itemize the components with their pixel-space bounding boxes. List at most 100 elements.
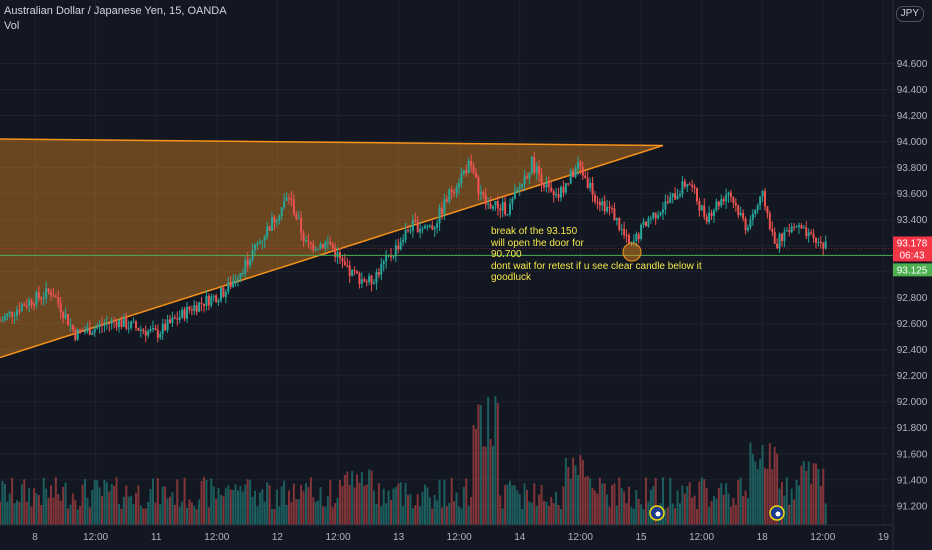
candle-body [411, 220, 414, 231]
candle-body [370, 275, 373, 284]
candle-body [635, 233, 638, 241]
candle-body [326, 241, 329, 243]
candle-body [125, 317, 128, 329]
candle-body [120, 320, 123, 327]
price-tag-bg [893, 263, 932, 277]
volume-bar [705, 488, 708, 525]
currency-badge[interactable]: JPY [895, 6, 924, 22]
volume-indicator-label[interactable]: Vol [4, 20, 20, 32]
price-tick-label: 93.600 [897, 189, 928, 200]
candle-body [610, 208, 613, 210]
candle-body [88, 327, 91, 335]
candle-body [479, 192, 482, 194]
candle-body [64, 314, 67, 318]
event-flag-dot [655, 511, 661, 517]
candle-body [147, 331, 150, 336]
volume-bar [632, 508, 635, 525]
volume-bar [766, 468, 769, 525]
volume-bar [785, 477, 788, 525]
candle-body [321, 244, 324, 248]
volume-bar [360, 472, 363, 525]
candle-body [103, 324, 106, 326]
volume-bar [49, 485, 52, 525]
volume-bar [428, 497, 431, 525]
candle-body [785, 230, 788, 232]
volume-bar [15, 500, 18, 525]
volume-bar [198, 499, 201, 525]
candle-body [462, 170, 465, 174]
volume-bar [423, 484, 426, 525]
candle-body [562, 186, 565, 193]
time-axis[interactable]: 8 12:00 11 12:00 12 12:00 13 12:00 14 12:00 15 12:0… [0, 524, 893, 543]
candle-body [443, 199, 446, 215]
annotation-line: goodluck [491, 272, 532, 283]
candle-body [589, 182, 592, 188]
candle-body [715, 201, 718, 211]
price-tick-label: 94.600 [897, 59, 928, 70]
time-tick-label: 13 [393, 532, 405, 543]
candle-body [348, 265, 351, 276]
candle-body [734, 202, 737, 206]
volume-bar [569, 478, 572, 525]
volume-bar [649, 489, 652, 525]
candle-body [499, 208, 502, 211]
candle-body [161, 323, 164, 334]
volume-bar [725, 483, 728, 525]
volume-bar [523, 483, 526, 525]
candle-body [795, 226, 798, 228]
candle-body [593, 194, 596, 202]
volume-bar [144, 508, 147, 525]
candle-body [501, 201, 504, 211]
volume-bar [644, 477, 647, 525]
symbol-title[interactable]: Australian Dollar / Japanese Yen, 15, OA… [4, 5, 227, 17]
volume-bar [151, 478, 154, 525]
volume-bar [776, 453, 779, 525]
candle-body [30, 300, 33, 306]
volume-bar [154, 502, 157, 525]
time-tick-label: 19 [878, 532, 890, 543]
volume-bar [300, 484, 303, 525]
candle-body [399, 241, 402, 250]
volume-bar [130, 495, 133, 525]
candle-body [166, 319, 169, 331]
candle-body [18, 309, 21, 312]
candle-body [45, 288, 48, 298]
candle-body [234, 280, 237, 282]
volume-bar [358, 482, 361, 525]
volume-bar [678, 503, 681, 525]
volume-bar [134, 492, 137, 525]
volume-bar [443, 479, 446, 525]
candle-body [20, 304, 23, 312]
candle-body [47, 288, 50, 293]
volume-bar [533, 483, 536, 525]
candle-body [363, 279, 366, 282]
volume-bar [222, 495, 225, 525]
volume-bar [414, 505, 417, 525]
candle-body [331, 244, 334, 248]
candle-body [81, 330, 84, 332]
volume-bar [559, 509, 562, 525]
candle-body [812, 233, 815, 239]
candle-body [569, 170, 572, 184]
annotation-line: 90.700 [491, 249, 522, 260]
volume-bar [268, 485, 271, 525]
event-markers[interactable] [649, 505, 785, 521]
candle-body [314, 249, 317, 251]
volume-bar [181, 501, 184, 525]
volume-bar [100, 495, 103, 525]
candle-body [465, 170, 468, 174]
volume-bar [273, 508, 276, 525]
volume-bar [261, 489, 264, 525]
candle-body [676, 196, 679, 200]
volume-bar [69, 504, 72, 525]
volume-bar [501, 508, 504, 525]
target-circle-marker [622, 242, 642, 262]
candle-body [790, 226, 793, 233]
candle-body [297, 218, 300, 220]
candle-body [76, 329, 79, 340]
volume-bar [212, 486, 215, 525]
candle-body [173, 317, 176, 319]
volume-bar [404, 482, 407, 525]
